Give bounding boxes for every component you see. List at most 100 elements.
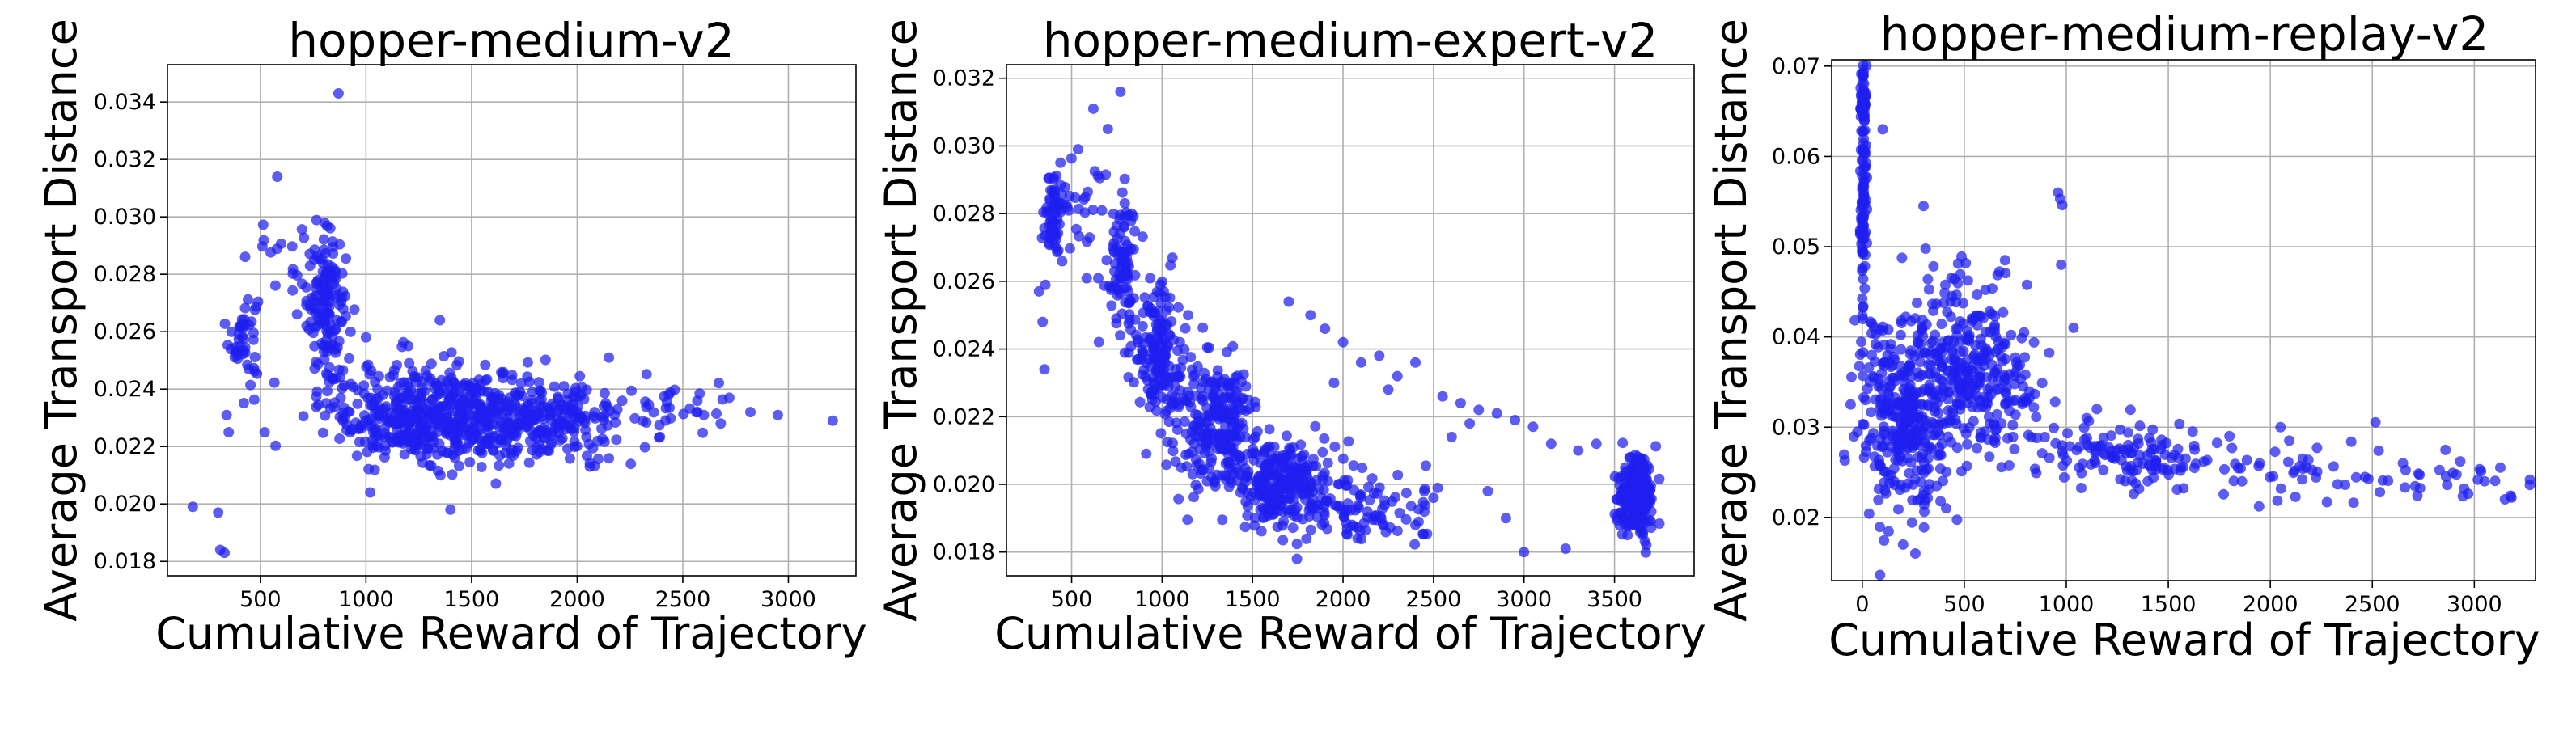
data-point <box>321 325 333 336</box>
data-point <box>249 352 261 362</box>
data-point <box>1041 207 1052 218</box>
data-point <box>382 385 393 396</box>
data-point <box>1248 433 1259 445</box>
data-point <box>1998 337 2010 349</box>
data-point <box>1545 438 1557 450</box>
data-point <box>1167 446 1179 457</box>
y-tick-label: 0.022 <box>94 434 156 459</box>
data-point <box>1934 429 1945 441</box>
data-point <box>312 399 324 411</box>
data-point <box>1866 349 1877 361</box>
data-point <box>2370 416 2381 428</box>
data-point <box>1858 212 1869 223</box>
x-tick-label: 1000 <box>1134 587 1190 612</box>
data-point <box>1268 496 1279 508</box>
data-point <box>2074 462 2085 473</box>
data-point <box>1858 302 1868 313</box>
data-point <box>2275 483 2286 494</box>
data-point <box>2440 444 2451 455</box>
data-point <box>2142 475 2154 487</box>
points-hopper-medium-expert <box>1033 87 1665 564</box>
data-point <box>1907 479 1918 490</box>
data-point <box>1638 454 1650 465</box>
x-tick-label: 1000 <box>338 587 394 612</box>
data-point <box>2321 496 2332 508</box>
data-point <box>1176 462 1187 473</box>
data-point <box>1934 449 1946 460</box>
data-point <box>318 244 329 256</box>
data-point <box>1618 471 1629 482</box>
data-point <box>272 171 283 182</box>
data-point <box>641 401 652 412</box>
data-point <box>1950 414 1961 425</box>
x-tick-label: 3500 <box>1587 587 1642 612</box>
data-point <box>1129 314 1141 325</box>
data-point <box>2272 495 2283 506</box>
data-point <box>405 385 417 396</box>
data-point <box>1923 284 1934 295</box>
data-point <box>1329 441 1341 452</box>
data-point <box>655 431 666 442</box>
data-point <box>1940 279 1951 290</box>
data-point <box>239 251 251 263</box>
data-point <box>1915 476 1926 488</box>
data-point <box>363 463 375 475</box>
data-point <box>1164 403 1176 414</box>
data-point <box>2350 471 2362 483</box>
data-point <box>1972 377 1983 388</box>
data-point <box>1980 327 1991 337</box>
data-point <box>2031 467 2042 479</box>
data-point <box>1482 485 1493 496</box>
data-point <box>2001 388 2011 399</box>
data-point <box>2218 488 2229 500</box>
y-tick-label: 0.032 <box>94 147 156 172</box>
data-point <box>1203 438 1214 450</box>
data-point <box>1297 513 1308 525</box>
data-point <box>1227 404 1239 415</box>
data-point <box>1930 348 1941 359</box>
data-point <box>1251 449 1262 460</box>
data-point <box>1345 505 1356 516</box>
data-point <box>1281 430 1292 442</box>
data-point <box>1242 510 1253 521</box>
data-point <box>1366 473 1378 484</box>
axes-frame-hopper-medium-expert <box>1006 64 1695 577</box>
data-point <box>1362 506 1373 518</box>
data-point <box>1858 419 1870 430</box>
data-point <box>1320 323 1331 334</box>
data-point <box>1641 539 1652 551</box>
data-point <box>1968 314 1979 325</box>
data-point <box>1136 354 1147 366</box>
data-point <box>333 336 345 347</box>
data-point <box>2442 480 2453 491</box>
data-point <box>1904 467 1915 479</box>
data-point <box>1073 144 1083 155</box>
data-point <box>2289 465 2300 476</box>
data-point <box>1989 326 2000 337</box>
data-point <box>2489 475 2501 487</box>
data-point <box>1101 255 1112 266</box>
data-point <box>2146 443 2158 454</box>
data-point <box>1179 416 1190 427</box>
data-point <box>337 365 349 376</box>
data-point <box>1319 433 1330 444</box>
data-point <box>2057 446 2068 457</box>
data-point <box>1099 280 1110 291</box>
data-point <box>1998 306 2009 318</box>
data-point <box>2009 443 2020 454</box>
data-point <box>1400 513 1412 525</box>
data-point <box>2226 442 2238 454</box>
data-point <box>1166 316 1177 327</box>
data-point <box>439 351 450 361</box>
data-point <box>1591 438 1602 450</box>
data-point <box>422 443 433 454</box>
data-point <box>1875 522 1885 533</box>
data-point <box>483 410 494 421</box>
data-point <box>1360 525 1371 536</box>
x-tick-label: 3000 <box>761 587 816 612</box>
data-point <box>533 377 544 388</box>
data-point <box>1255 470 1266 481</box>
data-point <box>1941 503 1951 514</box>
data-point <box>322 386 333 397</box>
data-point <box>1207 428 1218 439</box>
